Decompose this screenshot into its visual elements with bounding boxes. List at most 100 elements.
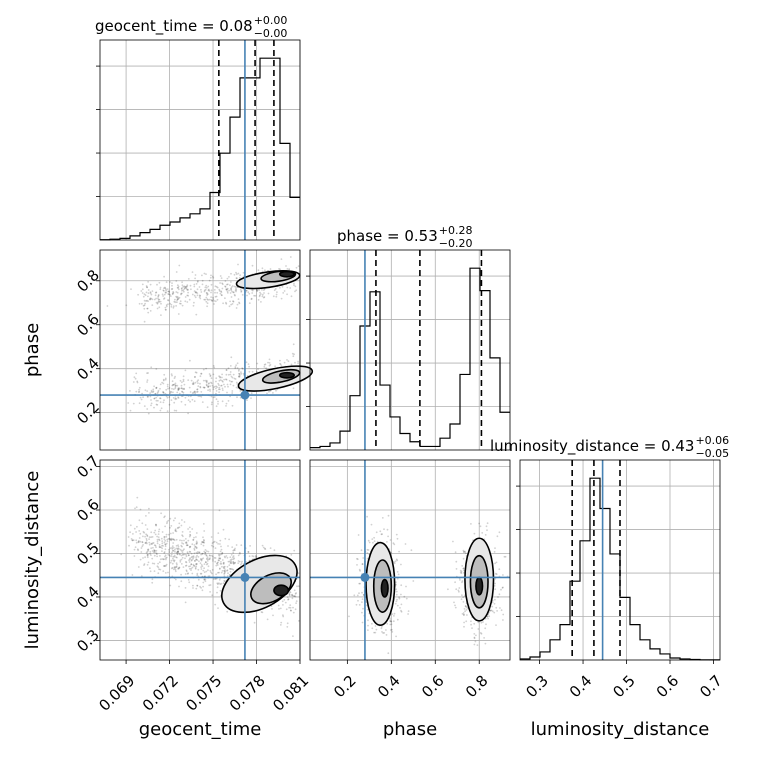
sample-point [234,561,237,564]
title-eq: = [382,227,404,245]
sample-point [147,281,150,283]
sample-point [183,387,185,390]
sample-point [135,390,138,393]
sample-point [379,530,382,533]
sample-point [149,570,152,573]
sample-point [348,615,350,618]
sample-point [196,390,199,393]
sample-point [161,531,164,533]
sample-point [359,582,361,585]
sample-point [238,374,241,377]
sample-point [170,288,173,291]
sample-point [172,519,175,522]
sample-point [201,558,204,560]
sample-point [129,524,132,527]
sample-point [187,579,190,581]
sample-point [147,553,149,556]
sample-point [176,553,179,556]
sample-point [196,391,198,393]
sample-point [168,396,171,398]
sample-point [165,557,167,560]
sample-point [254,554,257,557]
sample-point [289,604,292,606]
sample-point [297,572,300,575]
sample-point [211,401,213,404]
sample-point [189,359,191,362]
sample-point [181,539,183,542]
sample-point [250,297,253,300]
sample-point [292,606,294,609]
sample-point [219,388,221,391]
sample-point [182,535,184,538]
sample-point [190,569,192,571]
sample-point [264,547,266,550]
sample-point [245,289,248,292]
sample-point [224,280,227,282]
x-tick-label: 0.4 [566,672,596,702]
sample-point [213,366,216,369]
sample-point [205,561,207,564]
sample-point [181,304,184,307]
sample-point [231,380,234,383]
sample-point [174,384,177,387]
sample-point [399,607,401,609]
sample-point [151,536,154,538]
sample-point [162,295,165,297]
sample-point [180,302,182,305]
sample-point [158,306,161,309]
sample-point [206,560,209,562]
sample-point [228,276,230,278]
sample-point [256,289,259,292]
sample-point [195,291,198,294]
sample-point [212,296,215,299]
sample-point [178,522,181,525]
sample-point [224,385,226,388]
sample-point [234,378,237,380]
sample-point [361,563,364,565]
sample-point [191,528,194,530]
sample-point [209,557,211,559]
sample-point [386,528,389,531]
sample-point [174,578,177,581]
sample-point [246,294,248,297]
sample-point [463,569,465,572]
sample-point [172,546,175,549]
sample-point [203,571,206,574]
sample-point [286,596,289,599]
sample-point [389,623,392,626]
x-axis-label-geocent-time: geocent_time [139,719,262,740]
sample-point [218,509,221,512]
sample-point [197,379,200,381]
sample-point [140,547,143,549]
sample-point [143,320,146,323]
sample-point [164,545,167,548]
sample-point [231,568,234,571]
sample-point [240,290,243,292]
sample-point [259,294,261,297]
sample-point [460,598,463,601]
sample-point [153,549,156,551]
sample-point [230,281,232,283]
sample-point [180,293,182,296]
sample-point [223,567,226,570]
sample-point [261,295,264,298]
sample-point [153,554,156,557]
sample-point [400,584,403,587]
sample-point [155,291,157,294]
sample-point [173,559,176,562]
sample-point [194,560,196,562]
sample-point [168,554,171,557]
sample-point [260,611,263,613]
sample-point [187,278,190,280]
sample-point [198,294,201,297]
sample-point [157,566,160,569]
sample-point [204,288,207,291]
sample-point [230,375,233,378]
sample-point [271,608,273,610]
sample-point [146,553,149,556]
sample-point [155,301,158,304]
sample-point [231,546,234,548]
sample-point [175,295,178,298]
sample-point [176,556,178,559]
sample-point [486,522,489,525]
